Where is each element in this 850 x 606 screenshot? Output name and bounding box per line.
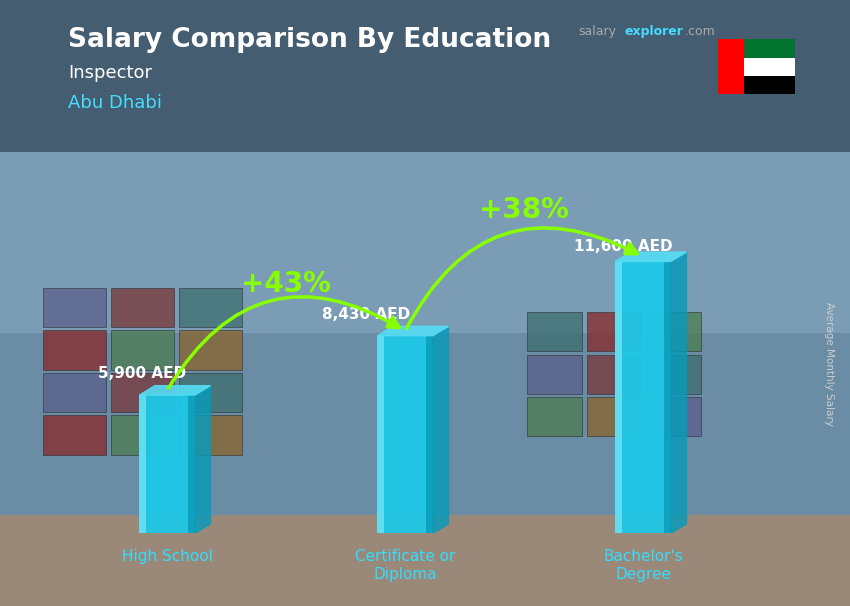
Bar <box>718 58 795 76</box>
Polygon shape <box>671 252 687 533</box>
Bar <box>42 373 106 412</box>
Polygon shape <box>195 385 211 533</box>
Bar <box>110 415 174 454</box>
Bar <box>615 261 671 533</box>
Text: salary: salary <box>578 25 616 38</box>
Bar <box>110 288 174 327</box>
Bar <box>42 415 106 454</box>
Text: Salary Comparison By Education: Salary Comparison By Education <box>68 27 551 53</box>
Bar <box>646 312 701 351</box>
Text: Average Monthly Salary: Average Monthly Salary <box>824 302 834 425</box>
Bar <box>586 355 642 394</box>
Bar <box>178 415 242 454</box>
Text: Abu Dhabi: Abu Dhabi <box>68 94 162 112</box>
Bar <box>646 355 701 394</box>
Bar <box>42 288 106 327</box>
Bar <box>178 330 242 370</box>
Bar <box>426 336 433 533</box>
Bar <box>139 395 195 533</box>
Text: 5,900 AED: 5,900 AED <box>98 366 186 381</box>
Bar <box>178 373 242 412</box>
Bar <box>377 336 433 533</box>
Polygon shape <box>615 252 687 261</box>
Bar <box>110 373 174 412</box>
Text: +43%: +43% <box>241 270 332 298</box>
Polygon shape <box>433 327 449 533</box>
Bar <box>178 288 242 327</box>
Bar <box>527 355 582 394</box>
Bar <box>527 312 582 351</box>
Polygon shape <box>377 327 449 336</box>
Bar <box>718 39 795 58</box>
Polygon shape <box>139 385 211 395</box>
Bar <box>188 395 195 533</box>
Bar <box>664 261 671 533</box>
Bar <box>718 39 744 94</box>
Text: 8,430 AED: 8,430 AED <box>322 307 410 322</box>
Bar <box>377 336 384 533</box>
Bar <box>615 261 622 533</box>
Bar <box>586 397 642 436</box>
Bar <box>0 333 850 515</box>
Bar <box>42 330 106 370</box>
Bar <box>527 397 582 436</box>
Text: 11,600 AED: 11,600 AED <box>574 239 672 255</box>
Bar <box>0 0 850 152</box>
Bar <box>0 0 850 333</box>
Text: +38%: +38% <box>479 196 570 224</box>
Bar <box>718 76 795 94</box>
Text: explorer: explorer <box>625 25 683 38</box>
Bar <box>646 397 701 436</box>
Text: Inspector: Inspector <box>68 64 152 82</box>
Bar <box>586 312 642 351</box>
Text: .com: .com <box>684 25 715 38</box>
Bar <box>139 395 146 533</box>
Bar <box>0 515 850 606</box>
Bar <box>110 330 174 370</box>
